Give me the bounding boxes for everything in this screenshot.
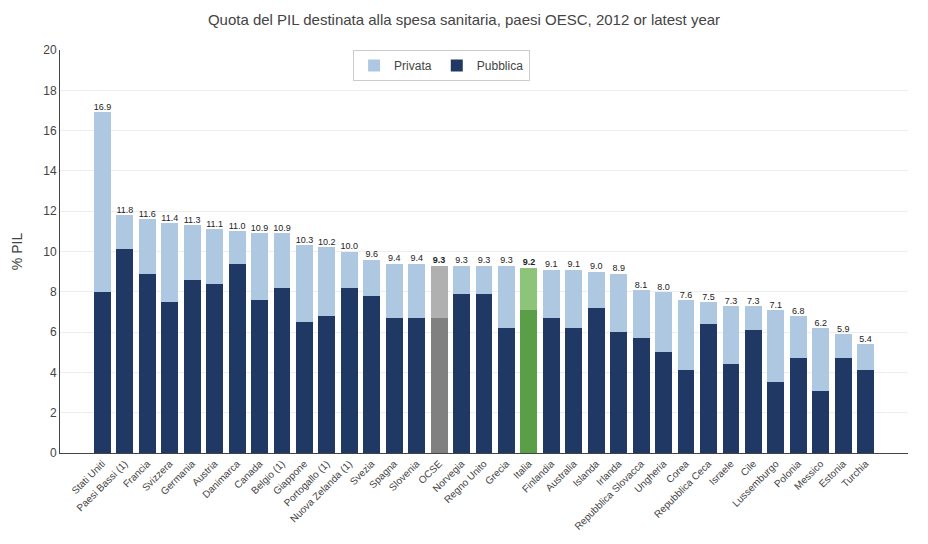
svg-text:Australia: Australia [543, 458, 579, 494]
svg-text:Turchia: Turchia [839, 458, 870, 489]
svg-text:Lussemburgo: Lussemburgo [730, 458, 781, 509]
svg-text:Repubblica Ceca: Repubblica Ceca [652, 458, 714, 520]
svg-text:5.9: 5.9 [837, 324, 850, 334]
svg-text:Norvegia: Norvegia [430, 458, 466, 494]
svg-text:7.6: 7.6 [680, 290, 693, 300]
svg-text:Slovenia: Slovenia [387, 458, 422, 493]
svg-text:20: 20 [43, 43, 57, 57]
svg-text:Messico: Messico [792, 458, 826, 492]
svg-text:9.3: 9.3 [478, 255, 491, 265]
svg-text:Polonia: Polonia [772, 458, 804, 490]
svg-text:Irlanda: Irlanda [594, 458, 624, 488]
svg-text:4: 4 [50, 366, 57, 380]
svg-text:11.1: 11.1 [206, 219, 223, 229]
svg-text:11.4: 11.4 [161, 213, 178, 223]
svg-text:Canada: Canada [232, 458, 265, 491]
svg-text:Giappone: Giappone [271, 458, 310, 497]
svg-text:11.8: 11.8 [116, 205, 133, 215]
svg-text:9.2: 9.2 [523, 257, 536, 267]
svg-text:8.1: 8.1 [635, 280, 648, 290]
svg-text:9.1: 9.1 [568, 259, 581, 269]
svg-text:7.1: 7.1 [770, 300, 783, 310]
svg-text:Nuova Zelanda (1): Nuova Zelanda (1) [288, 458, 354, 524]
svg-text:Regno Unito: Regno Unito [442, 458, 489, 505]
svg-text:9.4: 9.4 [410, 253, 423, 263]
svg-text:10: 10 [43, 245, 57, 259]
svg-text:16: 16 [43, 124, 57, 138]
svg-text:Finlandia: Finlandia [520, 458, 557, 495]
svg-text:Italia: Italia [511, 458, 534, 481]
svg-text:7.5: 7.5 [702, 292, 715, 302]
svg-text:5.4: 5.4 [859, 334, 872, 344]
svg-text:Francia: Francia [121, 458, 153, 490]
svg-text:Spagna: Spagna [367, 458, 399, 490]
svg-text:Svezia: Svezia [348, 458, 377, 487]
svg-text:9.1: 9.1 [545, 259, 558, 269]
svg-text:Austria: Austria [190, 458, 220, 488]
svg-text:8.9: 8.9 [612, 263, 625, 273]
svg-text:2: 2 [50, 406, 57, 420]
svg-text:Corea: Corea [664, 458, 691, 485]
svg-text:Estonia: Estonia [817, 458, 849, 490]
svg-text:Belgio (1): Belgio (1) [249, 458, 287, 496]
svg-text:Grecia: Grecia [483, 458, 512, 487]
svg-text:16.9: 16.9 [94, 102, 112, 112]
svg-text:Germania: Germania [158, 458, 197, 497]
svg-text:6.2: 6.2 [814, 318, 827, 328]
svg-text:10.0: 10.0 [341, 241, 359, 251]
svg-text:11.0: 11.0 [229, 221, 246, 231]
svg-text:10.9: 10.9 [251, 223, 269, 233]
svg-text:Cile: Cile [738, 458, 758, 478]
svg-text:9.3: 9.3 [433, 255, 446, 265]
svg-text:6.8: 6.8 [792, 306, 805, 316]
svg-text:Paesi Bassi (1): Paesi Bassi (1) [74, 458, 129, 513]
svg-text:Danimarca: Danimarca [200, 458, 242, 500]
svg-text:Pubblica: Pubblica [477, 59, 523, 73]
svg-text:9.3: 9.3 [455, 255, 468, 265]
svg-text:Israele: Israele [707, 458, 736, 487]
svg-text:Quota del PIL destinata alla s: Quota del PIL destinata alla spesa sanit… [208, 11, 720, 28]
svg-text:10.2: 10.2 [318, 237, 336, 247]
svg-text:8.0: 8.0 [657, 282, 670, 292]
svg-text:12: 12 [43, 204, 57, 218]
svg-text:9.0: 9.0 [590, 261, 603, 271]
svg-text:Repubblica Slovacca: Repubblica Slovacca [572, 458, 646, 532]
svg-text:Svizzera: Svizzera [140, 458, 175, 493]
svg-text:11.3: 11.3 [184, 215, 201, 225]
svg-text:7.3: 7.3 [747, 296, 760, 306]
svg-text:8: 8 [50, 285, 57, 299]
svg-text:OCSE: OCSE [416, 458, 444, 486]
svg-text:7.3: 7.3 [725, 296, 738, 306]
svg-text:Portogallo (1): Portogallo (1) [282, 458, 332, 508]
svg-text:9.6: 9.6 [366, 249, 379, 259]
svg-text:Ungheria: Ungheria [632, 458, 669, 495]
svg-text:Stati Uniti: Stati Uniti [69, 458, 107, 496]
svg-text:10.3: 10.3 [296, 235, 314, 245]
svg-text:0: 0 [50, 446, 57, 460]
svg-text:9.4: 9.4 [388, 253, 401, 263]
svg-text:Islanda: Islanda [571, 458, 602, 489]
svg-text:% PIL: % PIL [9, 233, 25, 271]
svg-text:10.9: 10.9 [273, 223, 291, 233]
svg-text:Privata: Privata [394, 59, 432, 73]
svg-text:11.6: 11.6 [139, 209, 156, 219]
svg-text:18: 18 [43, 84, 57, 98]
svg-text:6: 6 [50, 325, 57, 339]
svg-text:9.3: 9.3 [500, 255, 513, 265]
svg-text:14: 14 [43, 164, 57, 178]
